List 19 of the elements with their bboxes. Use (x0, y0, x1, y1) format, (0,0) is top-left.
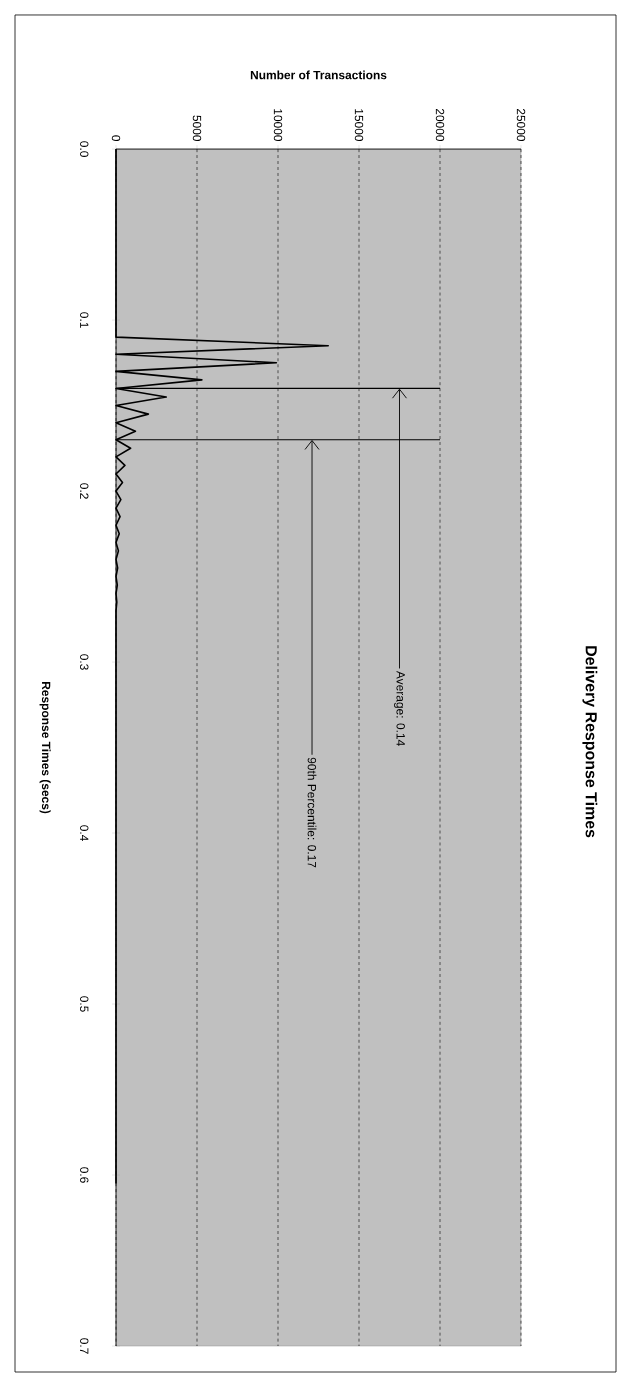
text: Delivery Response Times (582, 646, 598, 838)
y-tick-label: 0.2 (80, 483, 89, 499)
y-axis-title: Response Times (secs) (39, 682, 51, 814)
x-tick-label: 25000 (516, 108, 526, 142)
x-tick-label: 5000 (192, 115, 202, 142)
ref-line-label: 90th Percentile: 0.17 (307, 757, 317, 868)
x-tick-label: 10000 (273, 109, 283, 142)
y-tick-label: 0.0 (80, 141, 89, 157)
y-tick-label: 0.5 (80, 996, 89, 1012)
x-axis-title: Number of Transactions (250, 70, 387, 80)
y-tick-label: 0.6 (80, 1167, 89, 1183)
x-tick-label: 20000 (435, 108, 445, 142)
ref-line-label: Average: 0.14 (394, 670, 405, 746)
y-tick-label: 0.4 (80, 825, 89, 841)
y-tick-label: 0.7 (80, 1338, 89, 1354)
x-tick-label: 15000 (354, 109, 364, 142)
y-tick-label: 0.1 (80, 312, 89, 328)
y-tick-label: 0.3 (80, 654, 89, 670)
x-tick-label: 0 (111, 135, 121, 142)
